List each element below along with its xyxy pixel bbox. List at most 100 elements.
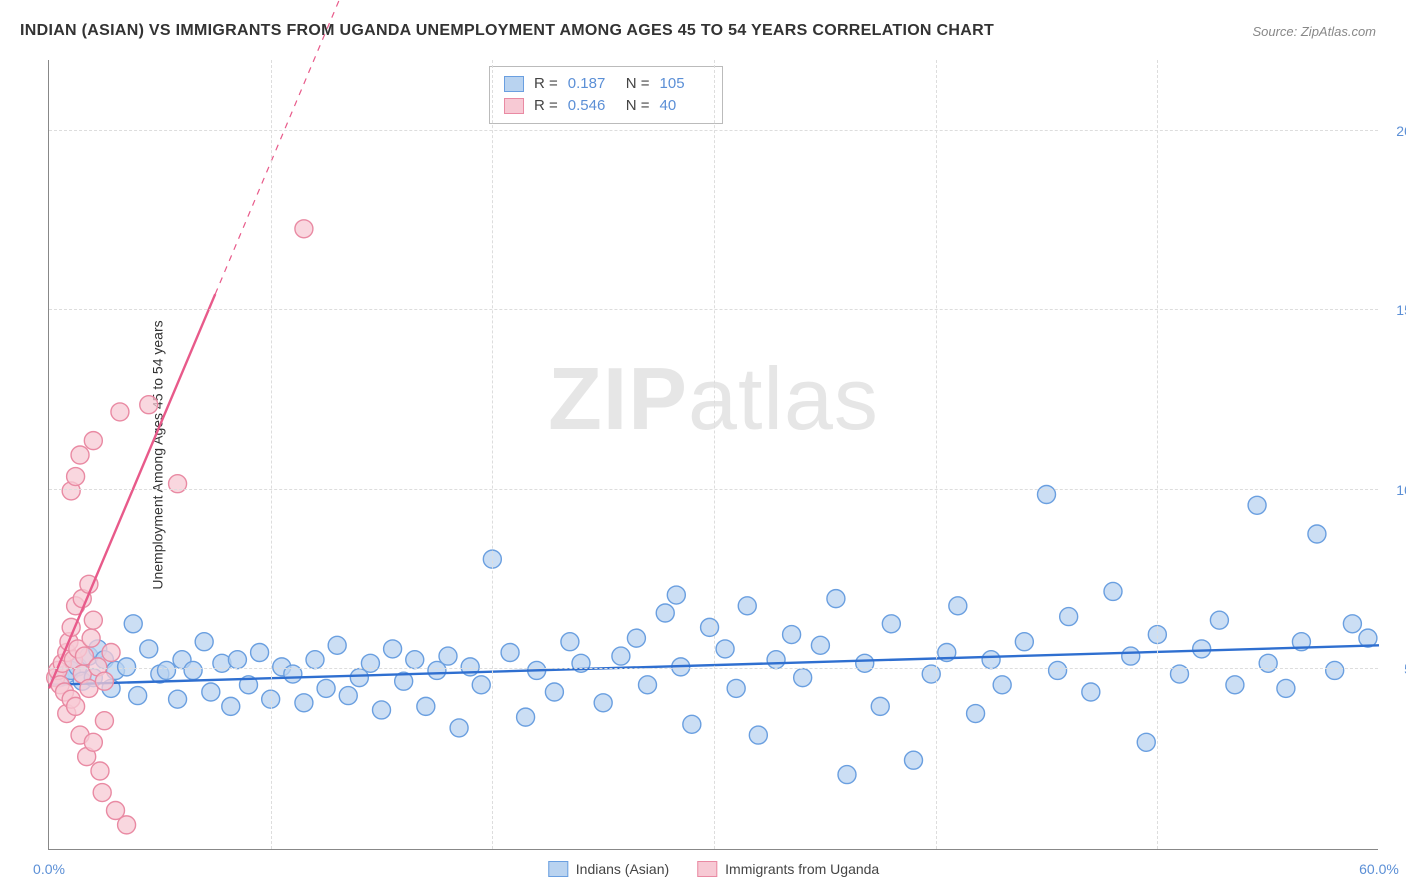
legend-swatch: [504, 76, 524, 92]
x-tick-label: 60.0%: [1359, 861, 1399, 877]
legend-swatch: [548, 861, 568, 877]
data-point-indians: [184, 661, 202, 679]
data-point-uganda: [102, 644, 120, 662]
data-point-indians: [701, 618, 719, 636]
data-point-indians: [439, 647, 457, 665]
n-value: 105: [660, 73, 708, 95]
data-point-indians: [406, 651, 424, 669]
data-point-uganda: [95, 672, 113, 690]
data-point-indians: [1248, 496, 1266, 514]
data-point-indians: [417, 697, 435, 715]
data-point-uganda: [118, 816, 136, 834]
stats-legend: R =0.187N =105R = 0.546 N = 40: [489, 66, 723, 124]
stats-legend-row: R =0.187N =105: [504, 73, 708, 95]
gridline-vertical: [492, 60, 493, 849]
data-point-indians: [317, 679, 335, 697]
data-point-indians: [129, 687, 147, 705]
gridline-vertical: [936, 60, 937, 849]
series-legend: Indians (Asian) Immigrants from Uganda: [548, 861, 879, 877]
data-point-indians: [1104, 582, 1122, 600]
data-point-indians: [856, 654, 874, 672]
r-value: 0.187: [568, 73, 616, 95]
data-point-indians: [967, 705, 985, 723]
data-point-indians: [1277, 679, 1295, 697]
data-point-indians: [905, 751, 923, 769]
legend-label: Immigrants from Uganda: [725, 861, 879, 877]
data-point-indians: [949, 597, 967, 615]
data-point-uganda: [140, 396, 158, 414]
data-point-uganda: [84, 733, 102, 751]
data-point-uganda: [71, 446, 89, 464]
gridline-vertical: [1157, 60, 1158, 849]
data-point-indians: [228, 651, 246, 669]
x-tick-label: 0.0%: [33, 861, 65, 877]
data-point-uganda: [82, 629, 100, 647]
y-tick-label: 20.0%: [1396, 123, 1406, 139]
legend-label: Indians (Asian): [576, 861, 669, 877]
data-point-indians: [612, 647, 630, 665]
data-point-indians: [373, 701, 391, 719]
data-point-indians: [328, 636, 346, 654]
data-point-uganda: [67, 697, 85, 715]
data-point-indians: [767, 651, 785, 669]
data-point-uganda: [93, 784, 111, 802]
data-point-uganda: [111, 403, 129, 421]
data-point-indians: [827, 590, 845, 608]
data-point-indians: [384, 640, 402, 658]
n-label: N =: [626, 95, 650, 117]
n-value: 40: [660, 95, 708, 117]
scatter-plot-area: ZIPatlas Unemployment Among Ages 45 to 5…: [48, 60, 1378, 850]
data-point-indians: [517, 708, 535, 726]
data-point-indians: [124, 615, 142, 633]
data-point-indians: [140, 640, 158, 658]
chart-title: INDIAN (ASIAN) VS IMMIGRANTS FROM UGANDA…: [20, 22, 994, 40]
data-point-indians: [656, 604, 674, 622]
data-point-indians: [667, 586, 685, 604]
data-point-indians: [195, 633, 213, 651]
data-point-indians: [727, 679, 745, 697]
data-point-indians: [794, 669, 812, 687]
data-point-indians: [882, 615, 900, 633]
data-point-uganda: [95, 712, 113, 730]
data-point-indians: [783, 626, 801, 644]
data-point-indians: [627, 629, 645, 647]
trendline-dashed-uganda: [215, 0, 359, 294]
data-point-indians: [871, 697, 889, 715]
data-point-indians: [118, 658, 136, 676]
data-point-indians: [361, 654, 379, 672]
r-value: 0.546: [568, 95, 616, 117]
data-point-indians: [639, 676, 657, 694]
data-point-indians: [738, 597, 756, 615]
legend-swatch: [504, 98, 524, 114]
data-point-indians: [1060, 608, 1078, 626]
data-point-uganda: [169, 475, 187, 493]
data-point-indians: [169, 690, 187, 708]
data-point-indians: [339, 687, 357, 705]
data-point-indians: [450, 719, 468, 737]
data-point-indians: [157, 661, 175, 679]
data-point-indians: [545, 683, 563, 701]
data-point-indians: [1259, 654, 1277, 672]
data-point-indians: [749, 726, 767, 744]
data-point-uganda: [91, 762, 109, 780]
data-point-uganda: [84, 432, 102, 450]
data-point-indians: [1137, 733, 1155, 751]
data-point-indians: [306, 651, 324, 669]
data-point-indians: [251, 644, 269, 662]
y-tick-label: 10.0%: [1396, 482, 1406, 498]
data-point-uganda: [295, 220, 313, 238]
data-point-indians: [594, 694, 612, 712]
gridline-vertical: [714, 60, 715, 849]
data-point-indians: [561, 633, 579, 651]
data-point-indians: [838, 766, 856, 784]
legend-swatch: [697, 861, 717, 877]
data-point-indians: [683, 715, 701, 733]
data-point-indians: [993, 676, 1011, 694]
data-point-indians: [1015, 633, 1033, 651]
data-point-indians: [811, 636, 829, 654]
data-point-indians: [1122, 647, 1140, 665]
data-point-indians: [472, 676, 490, 694]
gridline-vertical: [271, 60, 272, 849]
data-point-indians: [222, 697, 240, 715]
r-label: R =: [534, 95, 558, 117]
